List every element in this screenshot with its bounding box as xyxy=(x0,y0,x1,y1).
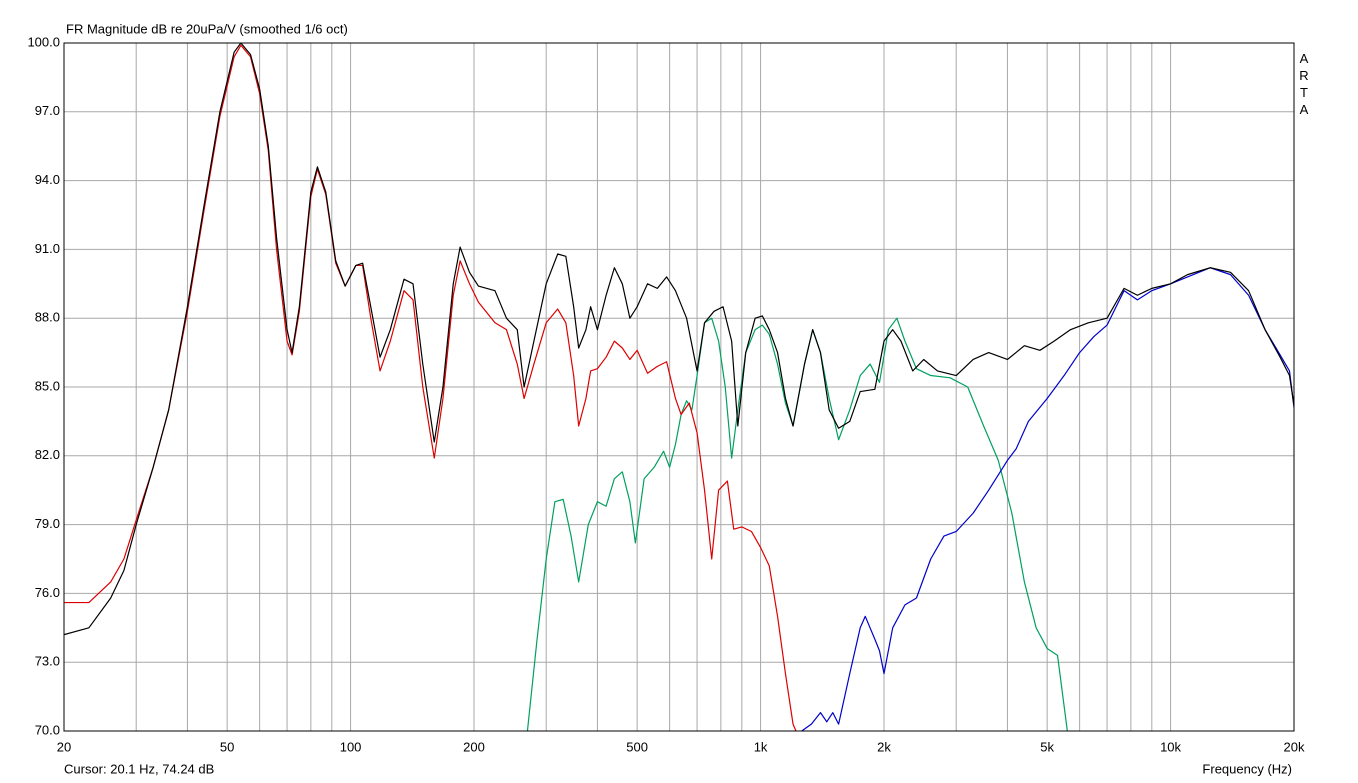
plot-frame xyxy=(63,42,1295,732)
y-tick-label: 73.0 xyxy=(35,654,60,669)
y-tick-label: 88.0 xyxy=(35,310,60,325)
x-tick-label: 5k xyxy=(1040,739,1054,754)
y-tick-label: 82.0 xyxy=(35,447,60,462)
x-tick-label: 2k xyxy=(877,739,891,754)
plot-lines xyxy=(64,43,1294,731)
x-axis-label: Frequency (Hz) xyxy=(1202,761,1292,776)
y-tick-label: 100.0 xyxy=(27,34,60,49)
y-tick-label: 79.0 xyxy=(35,516,60,531)
x-tick-label: 200 xyxy=(463,739,485,754)
y-tick-label: 85.0 xyxy=(35,378,60,393)
response-line xyxy=(64,44,797,731)
x-tick-label: 500 xyxy=(626,739,648,754)
y-tick-label: 76.0 xyxy=(35,585,60,600)
x-tick-label: 20k xyxy=(1284,739,1305,754)
response-line xyxy=(526,317,1068,731)
watermark: ARTA xyxy=(1297,51,1312,119)
x-tick-label: 20 xyxy=(57,739,71,754)
y-tick-label: 70.0 xyxy=(35,722,60,737)
response-line xyxy=(801,267,1294,731)
response-line xyxy=(64,43,1294,636)
y-tick-label: 94.0 xyxy=(35,172,60,187)
x-tick-label: 1k xyxy=(754,739,768,754)
x-tick-label: 50 xyxy=(220,739,234,754)
x-tick-label: 10k xyxy=(1160,739,1181,754)
y-tick-label: 91.0 xyxy=(35,241,60,256)
chart-title: FR Magnitude dB re 20uPa/V (smoothed 1/6… xyxy=(66,21,348,36)
x-tick-label: 100 xyxy=(340,739,362,754)
y-tick-label: 97.0 xyxy=(35,103,60,118)
cursor-readout: Cursor: 20.1 Hz, 74.24 dB xyxy=(64,761,214,776)
